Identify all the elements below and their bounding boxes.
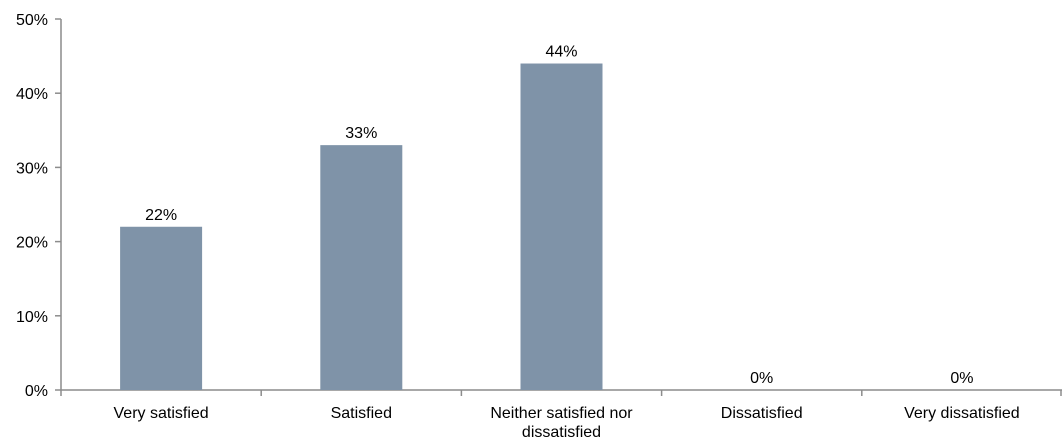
data-label: 44% [545,44,577,61]
category-label: Satisfied [331,405,392,422]
y-tick-label: 0% [25,383,48,400]
y-tick-label: 10% [16,309,48,326]
bar [320,145,403,390]
data-label: 0% [750,370,773,387]
bar [120,226,203,390]
bar [520,63,603,391]
data-label: 0% [950,370,973,387]
data-label: 33% [345,125,377,142]
y-tick-label: 40% [16,86,48,103]
bars [120,63,603,391]
category-label: Very dissatisfied [904,405,1020,422]
y-tick-label: 30% [16,160,48,177]
category-labels: Very satisfied Satisfied Neither satisfied… [114,405,1020,441]
x-axis [60,389,1062,396]
category-label: Neither satisfied nor [490,405,633,422]
data-label: 22% [145,207,177,224]
category-label: dissatisfied [522,424,601,441]
y-tick-label: 20% [16,235,48,252]
category-label: Very satisfied [114,405,209,422]
data-labels: 22% 33% 44% 0% 0% [145,44,973,387]
y-tick-label: 50% [16,12,48,29]
category-label: Dissatisfied [721,405,803,422]
y-axis: 0% 10% 20% 30% 40% 50% [16,12,62,400]
